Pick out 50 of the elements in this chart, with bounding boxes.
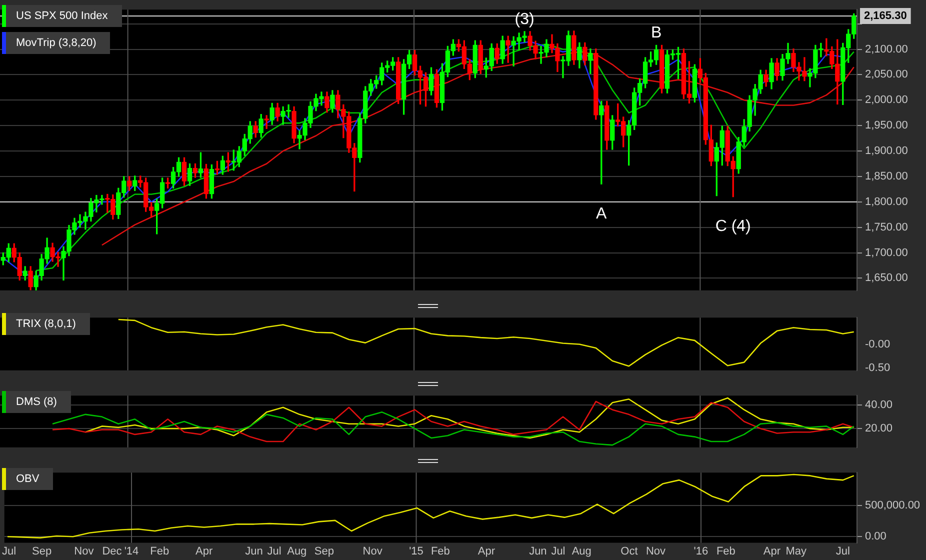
y-tick-label: 1,800.00 bbox=[865, 196, 908, 208]
y-tick-label: 1,700.00 bbox=[865, 246, 908, 259]
x-tick-label: Jul bbox=[836, 545, 850, 558]
y-tick-label: 20.00 bbox=[865, 422, 893, 435]
annotation: A bbox=[596, 205, 608, 222]
x-tick-label: May bbox=[786, 545, 808, 558]
x-tick-label: Jun bbox=[245, 545, 263, 558]
y-tick-label: 1,850.00 bbox=[865, 170, 908, 182]
y-tick-label: 2,000.00 bbox=[865, 94, 908, 106]
x-tick-label: Dec bbox=[102, 545, 122, 558]
x-tick-label: Nov bbox=[74, 545, 94, 558]
x-tick-label: Jun bbox=[529, 545, 547, 558]
legend-label: OBV bbox=[16, 473, 40, 485]
y-tick-label: 500,000.00 bbox=[865, 500, 920, 512]
y-tick-label: 0.00 bbox=[865, 530, 886, 543]
legend-label: DMS (8) bbox=[16, 396, 57, 408]
y-tick-label: 1,950.00 bbox=[865, 120, 908, 132]
x-tick-label: '14 bbox=[124, 545, 139, 558]
y-tick-label: 1,900.00 bbox=[865, 145, 908, 158]
x-tick-label: Feb bbox=[430, 545, 450, 558]
y-tick-label: 2,100.00 bbox=[865, 43, 908, 56]
y-tick-label: 2,050.00 bbox=[865, 68, 908, 81]
x-tick-label: Apr bbox=[763, 545, 781, 558]
x-tick-label: Feb bbox=[150, 545, 170, 558]
x-tick-label: Apr bbox=[195, 545, 213, 558]
legend-label: MovTrip (3,8,20) bbox=[16, 37, 96, 49]
x-tick-label: '15 bbox=[409, 545, 424, 558]
x-tick-label: Sep bbox=[32, 545, 52, 558]
x-tick-label: Jul bbox=[2, 545, 16, 558]
annotation: B bbox=[650, 24, 662, 42]
x-tick-label: Nov bbox=[646, 545, 666, 558]
y-tick-label: -0.50 bbox=[865, 362, 890, 374]
x-tick-label: Apr bbox=[478, 545, 496, 558]
y-tick-label: 40.00 bbox=[865, 399, 893, 412]
x-tick-label: Feb bbox=[716, 545, 736, 558]
x-tick-label: Aug bbox=[572, 545, 592, 558]
x-tick-label: Jul bbox=[551, 545, 566, 558]
x-tick-label: Jul bbox=[267, 545, 282, 558]
y-tick-label: -0.00 bbox=[865, 338, 890, 350]
x-tick-label: Aug bbox=[287, 545, 307, 558]
x-tick-label: Nov bbox=[362, 545, 383, 558]
legend-label: US SPX 500 Index bbox=[16, 10, 108, 22]
x-tick-label: Oct bbox=[620, 545, 638, 558]
x-tick-label: Sep bbox=[314, 545, 334, 558]
legend-label: TRIX (8,0,1) bbox=[16, 318, 76, 330]
x-tick-label: '16 bbox=[694, 545, 708, 558]
annotation: C (4) bbox=[715, 218, 751, 236]
y-tick-label: 1,750.00 bbox=[865, 221, 908, 234]
ref-line-label: 2,165.30 bbox=[864, 10, 907, 22]
y-tick-label: 1,650.00 bbox=[865, 272, 908, 284]
